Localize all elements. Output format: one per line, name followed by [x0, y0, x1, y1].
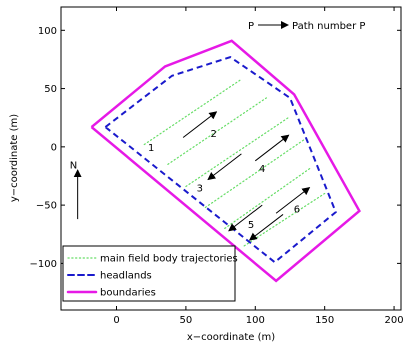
boundary-line	[90, 39, 361, 283]
direction-arrow-5	[275, 187, 311, 214]
legend-label: headlands	[100, 271, 152, 282]
trajectory-line-4	[204, 139, 305, 209]
ticks-layer: 0 50 100 150 200 −100 −50 0 50 100	[30, 7, 403, 326]
y-tick-label: 50	[44, 84, 57, 95]
x-axis-label: x−coordinate (m)	[187, 332, 275, 343]
x-tick-label: 200	[385, 315, 403, 326]
path-label-4: 4	[259, 164, 265, 175]
x-tick-label: 0	[113, 315, 119, 326]
path-label-1: 1	[148, 143, 154, 154]
direction-arrow-1	[182, 111, 218, 138]
x-tick-label: 50	[180, 315, 193, 326]
trajectory-line-6	[243, 192, 326, 247]
y-tick-label: 100	[38, 26, 57, 37]
north-label: N	[70, 160, 77, 171]
path-label-6: 6	[294, 205, 300, 216]
trajectory-line-5	[224, 167, 312, 230]
y-axis-label: y−coordinate (m)	[9, 114, 20, 202]
plot-frame	[60, 6, 402, 311]
path-label-3: 3	[197, 184, 203, 195]
legend: main field body trajectories headlands bou…	[62, 245, 238, 302]
direction-arrow-4	[228, 204, 263, 232]
trajectory-line-1	[143, 78, 243, 146]
x-tick-label: 100	[246, 315, 265, 326]
headlands-line	[104, 56, 337, 264]
path-label-2: 2	[210, 129, 216, 140]
x-tick-label: 150	[315, 315, 334, 326]
path-label-5: 5	[248, 220, 254, 231]
trajectory-line-2	[167, 97, 267, 165]
trajectory-line-3	[185, 115, 291, 188]
legend-label: boundaries	[100, 288, 156, 299]
direction-arrow-6	[248, 214, 284, 241]
path-number-note: P Path number P	[248, 21, 365, 32]
y-tick-label: −50	[36, 201, 57, 212]
note-symbol: P	[248, 21, 254, 32]
y-tick-label: 0	[51, 142, 57, 153]
note-text: Path number P	[292, 21, 365, 32]
plot-layer: 1 2 3 4 5 6 N	[70, 39, 361, 283]
legend-label: main field body trajectories	[100, 254, 238, 265]
direction-arrow-3	[254, 134, 290, 162]
direction-arrow-2	[207, 153, 242, 181]
y-tick-label: −100	[30, 259, 57, 270]
